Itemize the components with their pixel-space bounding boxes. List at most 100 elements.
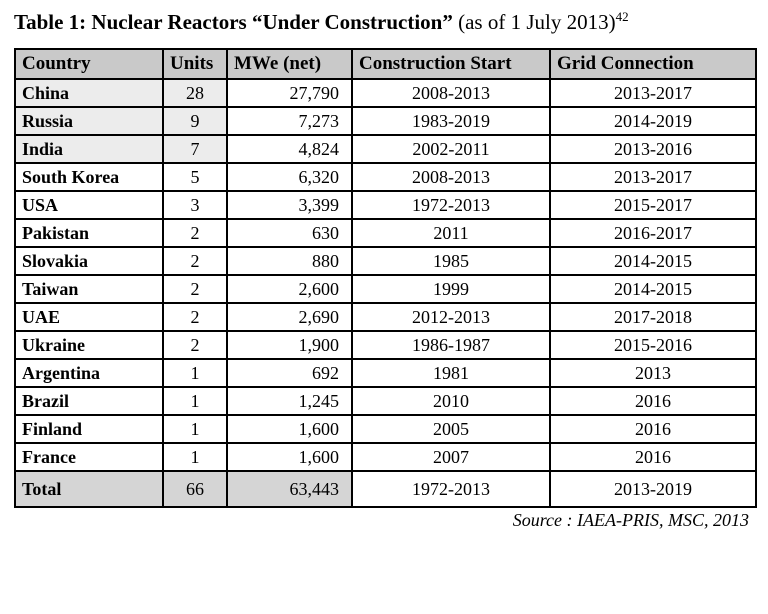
table-row-usa: USA 3 3,399 1972-2013 2015-2017 [14, 190, 757, 220]
cell-country: Brazil [14, 386, 164, 416]
table-row-china: China 28 27,790 2008-2013 2013-2017 [14, 78, 757, 108]
cell-mwe: 4,824 [226, 134, 353, 164]
table-row-slovakia: Slovakia 2 880 1985 2014-2015 [14, 246, 757, 276]
cell-mwe: 1,600 [226, 414, 353, 444]
table-row-taiwan: Taiwan 2 2,600 1999 2014-2015 [14, 274, 757, 304]
cell-country: UAE [14, 302, 164, 332]
cell-start: 2010 [351, 386, 551, 416]
cell-units: 1 [162, 442, 228, 472]
cell-start: 2012-2013 [351, 302, 551, 332]
cell-units: 3 [162, 190, 228, 220]
cell-start: 2008-2013 [351, 162, 551, 192]
header-units: Units [162, 48, 228, 80]
cell-mwe: 2,690 [226, 302, 353, 332]
cell-country: USA [14, 190, 164, 220]
cell-grid: 2016 [549, 386, 757, 416]
cell-grid: 2016 [549, 442, 757, 472]
cell-grid: 2013-2017 [549, 78, 757, 108]
cell-units: 2 [162, 274, 228, 304]
cell-units: 1 [162, 358, 228, 388]
cell-grid: 2014-2015 [549, 246, 757, 276]
header-mwe-net: MWe (net) [226, 48, 353, 80]
table-title-bold: Table 1: Nuclear Reactors “Under Constru… [14, 10, 453, 34]
cell-grid: 2017-2018 [549, 302, 757, 332]
table-row-brazil: Brazil 1 1,245 2010 2016 [14, 386, 757, 416]
header-construction-start: Construction Start [351, 48, 551, 80]
cell-units: 7 [162, 134, 228, 164]
table-title-footnote-ref: 42 [615, 9, 629, 24]
table-row-russia: Russia 9 7,273 1983-2019 2014-2019 [14, 106, 757, 136]
cell-mwe: 1,245 [226, 386, 353, 416]
cell-country: Pakistan [14, 218, 164, 248]
cell-mwe: 1,900 [226, 330, 353, 360]
cell-mwe: 2,600 [226, 274, 353, 304]
cell-country: Ukraine [14, 330, 164, 360]
cell-country: South Korea [14, 162, 164, 192]
cell-units: 1 [162, 414, 228, 444]
cell-grid: 2015-2016 [549, 330, 757, 360]
cell-country: India [14, 134, 164, 164]
cell-country: Slovakia [14, 246, 164, 276]
cell-country: Finland [14, 414, 164, 444]
cell-country: France [14, 442, 164, 472]
cell-grid: 2015-2017 [549, 190, 757, 220]
table-row-ukraine: Ukraine 2 1,900 1986-1987 2015-2016 [14, 330, 757, 360]
header-grid-connection: Grid Connection [549, 48, 757, 80]
cell-start: 2007 [351, 442, 551, 472]
table-row-india: India 7 4,824 2002-2011 2013-2016 [14, 134, 757, 164]
cell-grid: 2013-2017 [549, 162, 757, 192]
cell-mwe: 6,320 [226, 162, 353, 192]
cell-units: 2 [162, 246, 228, 276]
total-cell-units: 66 [162, 470, 228, 508]
cell-country: Argentina [14, 358, 164, 388]
cell-grid: 2016 [549, 414, 757, 444]
cell-units: 28 [162, 78, 228, 108]
cell-grid: 2013 [549, 358, 757, 388]
table-row-south-korea: South Korea 5 6,320 2008-2013 2013-2017 [14, 162, 757, 192]
source-note: Source : IAEA-PRIS, MSC, 2013 [512, 510, 749, 530]
cell-start: 1972-2013 [351, 190, 551, 220]
table-row-pakistan: Pakistan 2 630 2011 2016-2017 [14, 218, 757, 248]
cell-grid: 2016-2017 [549, 218, 757, 248]
cell-grid: 2013-2016 [549, 134, 757, 164]
cell-mwe: 692 [226, 358, 353, 388]
cell-mwe: 630 [226, 218, 353, 248]
header-country: Country [14, 48, 164, 80]
cell-grid: 2014-2015 [549, 274, 757, 304]
table-row-finland: Finland 1 1,600 2005 2016 [14, 414, 757, 444]
cell-mwe: 7,273 [226, 106, 353, 136]
table-title-regular: (as of 1 July 2013) [452, 10, 616, 34]
cell-start: 2011 [351, 218, 551, 248]
total-cell-country: Total [14, 470, 164, 508]
cell-country: Taiwan [14, 274, 164, 304]
cell-units: 9 [162, 106, 228, 136]
cell-start: 2008-2013 [351, 78, 551, 108]
cell-start: 1999 [351, 274, 551, 304]
table-body: China 28 27,790 2008-2013 2013-2017 Russia 9 7,… [14, 78, 757, 508]
total-cell-grid: 2013-2019 [549, 470, 757, 508]
cell-units: 2 [162, 330, 228, 360]
cell-start: 2005 [351, 414, 551, 444]
cell-start: 1983-2019 [351, 106, 551, 136]
cell-start: 1985 [351, 246, 551, 276]
table-row-uae: UAE 2 2,690 2012-2013 2017-2018 [14, 302, 757, 332]
table-header-row: Country Units MWe (net) Construction Sta… [14, 48, 757, 80]
cell-start: 1986-1987 [351, 330, 551, 360]
cell-units: 2 [162, 302, 228, 332]
cell-units: 1 [162, 386, 228, 416]
table-title: Table 1: Nuclear Reactors “Under Constru… [14, 8, 629, 36]
cell-units: 5 [162, 162, 228, 192]
table-row-france: France 1 1,600 2007 2016 [14, 442, 757, 472]
cell-grid: 2014-2019 [549, 106, 757, 136]
cell-mwe: 880 [226, 246, 353, 276]
cell-mwe: 1,600 [226, 442, 353, 472]
cell-start: 2002-2011 [351, 134, 551, 164]
nuclear-reactors-table: Country Units MWe (net) Construction Sta… [14, 48, 757, 508]
cell-mwe: 3,399 [226, 190, 353, 220]
table-row-total: Total 66 63,443 1972-2013 2013-2019 [14, 470, 757, 508]
cell-country: Russia [14, 106, 164, 136]
cell-units: 2 [162, 218, 228, 248]
table-row-argentina: Argentina 1 692 1981 2013 [14, 358, 757, 388]
total-cell-mwe: 63,443 [226, 470, 353, 508]
